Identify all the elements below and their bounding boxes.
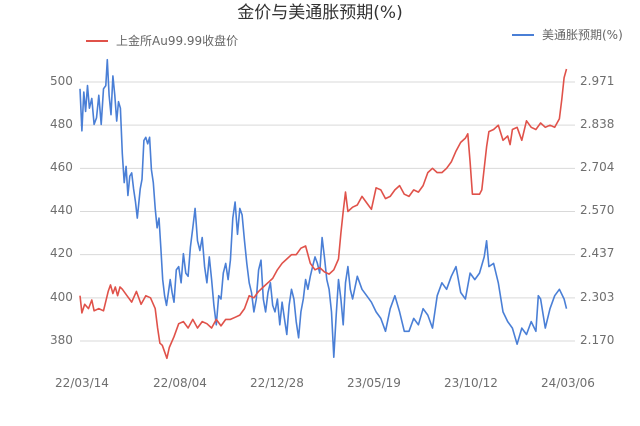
series-line-inflation-expectation[interactable] <box>79 58 568 359</box>
y-left-tick-label: 440 <box>50 203 73 217</box>
y-right-tick-label: 2.570 <box>580 203 615 217</box>
y-right-tick-label: 2.838 <box>580 117 615 131</box>
y-right-tick-label: 2.170 <box>580 333 615 347</box>
gridlines <box>80 81 575 342</box>
y-left-tick-label: 380 <box>50 333 73 347</box>
x-tick-label: 23/05/19 <box>347 376 401 390</box>
legend-line-icon-gold <box>86 39 108 42</box>
legend-label-inflation: 美通胀预期(%) <box>542 28 623 42</box>
legend-item-inflation-expectation[interactable]: 美通胀预期(%) <box>512 26 623 43</box>
x-tick-label: 22/03/14 <box>55 376 109 390</box>
x-tick-label: 22/12/28 <box>250 376 304 390</box>
y-right-tick-label: 2.704 <box>580 160 615 174</box>
x-tick-label: 23/10/12 <box>444 376 498 390</box>
y-left-tick-label: 460 <box>50 160 73 174</box>
legend-item-gold-price[interactable]: 上金所Au99.99收盘价 <box>86 32 238 49</box>
y-right-tick-label: 2.303 <box>580 290 615 304</box>
y-left-tick-label: 420 <box>50 246 73 260</box>
series-line-gold-price[interactable] <box>79 68 568 360</box>
legend-line-icon-inflation <box>512 33 534 36</box>
y-left-tick-label: 500 <box>50 74 73 88</box>
x-tick-label: 22/08/04 <box>153 376 207 390</box>
x-tick-label: 24/03/06 <box>541 376 595 390</box>
y-right-tick-label: 2.437 <box>580 246 615 260</box>
legend-label-gold: 上金所Au99.99收盘价 <box>116 34 239 48</box>
y-right-tick-label: 2.971 <box>580 74 615 88</box>
y-left-tick-label: 480 <box>50 117 73 131</box>
y-left-tick-label: 400 <box>50 290 73 304</box>
chart-title: 金价与美通胀预期(%) <box>237 3 403 23</box>
